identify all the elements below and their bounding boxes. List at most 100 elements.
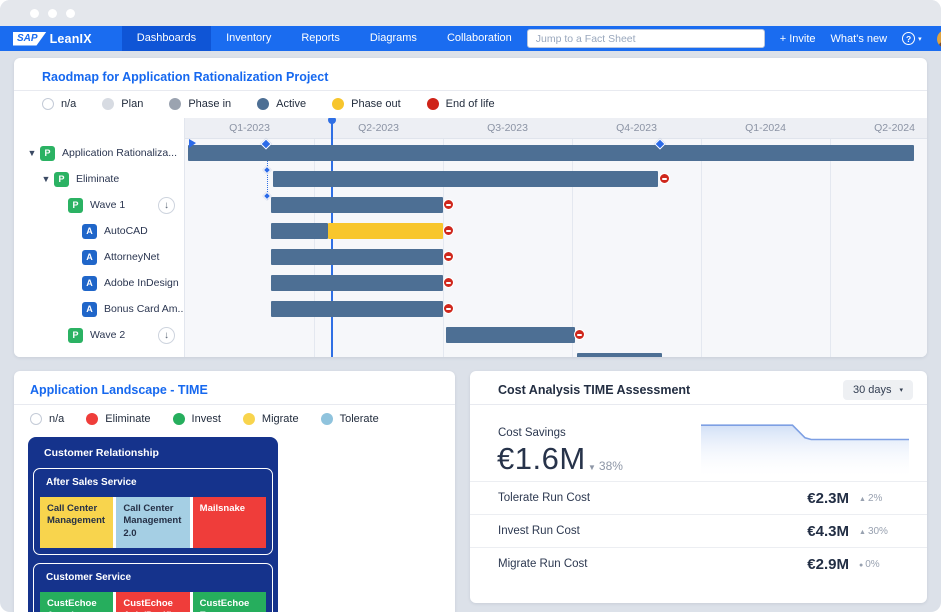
tree-row-adobe-indesign[interactable]: AAdobe InDesign <box>14 270 184 296</box>
cost-row-delta: ▲30% <box>859 526 911 537</box>
legend-label: Migrate <box>262 413 299 425</box>
legend-item-eliminate[interactable]: Eliminate <box>86 413 150 425</box>
gantt-bar-active[interactable] <box>271 275 443 291</box>
legend-item-migrate[interactable]: Migrate <box>243 413 299 425</box>
legend-item-n-a[interactable]: n/a <box>30 413 64 425</box>
tab-diagrams[interactable]: Diagrams <box>355 26 432 51</box>
legend-item-n-a[interactable]: n/a <box>42 98 76 110</box>
tiles-row: Call Center ManagementCall Center Manage… <box>40 497 266 548</box>
top-navigation: SAP LeanIX DashboardsInventoryReportsDia… <box>0 26 941 51</box>
application-tile-call-center-management-2-0[interactable]: Call Center Management 2.0 <box>116 497 189 548</box>
drill-down-icon[interactable]: ↓ <box>158 327 175 344</box>
legend-dot <box>169 98 181 110</box>
sap-logo-icon: SAP <box>13 32 47 46</box>
cost-row-delta: ●0% <box>859 559 911 570</box>
gantt-bar-active[interactable] <box>188 145 914 161</box>
legend-label: Plan <box>121 98 143 110</box>
triangle-down-icon: ▼ <box>588 463 596 472</box>
landscape-domain-customer-relationship[interactable]: Customer RelationshipAfter Sales Service… <box>28 437 278 612</box>
legend-label: n/a <box>61 98 76 110</box>
application-badge-icon: A <box>82 224 97 239</box>
cost-row-delta: ▲2% <box>859 493 911 504</box>
application-tile-custechoe-americas[interactable]: CustEchoe Americas <box>40 592 113 612</box>
cost-row-label: Tolerate Run Cost <box>498 492 590 504</box>
cost-panel: Cost Analysis TIME Assessment 30 days ▾ … <box>470 371 927 603</box>
tree-row-attorneynet[interactable]: AAttorneyNet <box>14 244 184 270</box>
tree-row-eliminate[interactable]: ▼PEliminate <box>14 166 184 192</box>
legend-item-tolerate[interactable]: Tolerate <box>321 413 379 425</box>
tree-row-label: Wave 1 <box>90 199 125 211</box>
legend-item-invest[interactable]: Invest <box>173 413 221 425</box>
tree-row-label: AutoCAD <box>104 225 148 237</box>
gantt-bar-active[interactable] <box>577 353 662 357</box>
tree-row-bonus-card-am[interactable]: ABonus Card Am... <box>14 296 184 322</box>
legend-dot <box>427 98 439 110</box>
group-label: After Sales Service <box>34 469 272 497</box>
gridline <box>701 139 702 357</box>
landscape-group-after-sales-service[interactable]: After Sales ServiceCall Center Managemen… <box>33 468 273 555</box>
gantt-bar-phase-out[interactable] <box>328 223 443 239</box>
tree-row-application-rationaliza[interactable]: ▼PApplication Rationaliza... <box>14 140 184 166</box>
window-dot[interactable] <box>66 9 75 18</box>
brand-logo[interactable]: SAP LeanIX <box>13 32 92 46</box>
tree-row-label: Adobe InDesign <box>104 277 179 289</box>
quarter-label: Q2-2023 <box>358 122 399 134</box>
period-value: 30 days <box>853 384 892 396</box>
help-menu[interactable]: ? ▾ <box>902 32 922 45</box>
nav-tabs: DashboardsInventoryReportsDiagramsCollab… <box>122 26 527 51</box>
divider <box>470 404 927 405</box>
legend-label: Phase in <box>188 98 231 110</box>
roadmap-legend: n/a Plan Phase in Active Phase out End of lif… <box>42 98 495 110</box>
tab-reports[interactable]: Reports <box>286 26 355 51</box>
chevron-down-icon[interactable]: ▼ <box>38 174 54 184</box>
gantt-bar-active[interactable] <box>271 301 443 317</box>
legend-item-phase-out[interactable]: Phase out <box>332 98 401 110</box>
application-tile-custechoe-asia-pacific[interactable]: CustEchoe Asia/Pacific <box>116 592 189 612</box>
legend-label: Active <box>276 98 306 110</box>
legend-item-end-of-life[interactable]: End of life <box>427 98 495 110</box>
legend-dot <box>321 413 333 425</box>
cost-row-invest-run-cost: Invest Run Cost€4.3M▲30% <box>470 514 927 547</box>
legend-item-phase-in[interactable]: Phase in <box>169 98 231 110</box>
landscape-group-customer-service[interactable]: Customer ServiceCustEchoe AmericasCustEc… <box>33 563 273 612</box>
project-badge-icon: P <box>54 172 69 187</box>
tab-inventory[interactable]: Inventory <box>211 26 286 51</box>
application-tile-mailsnake[interactable]: Mailsnake <box>193 497 266 548</box>
gantt-bar-active[interactable] <box>273 171 659 187</box>
tree-row-wave-2[interactable]: PWave 2↓ <box>14 322 184 348</box>
window-dot[interactable] <box>30 9 39 18</box>
gantt-bar-active[interactable] <box>271 197 443 213</box>
start-flag-icon <box>189 139 196 148</box>
triangle-up-icon: ▲ <box>859 529 866 536</box>
roadmap-title[interactable]: Raodmap for Application Rationalization … <box>42 70 328 84</box>
legend-dot <box>30 413 42 425</box>
drill-down-icon[interactable]: ↓ <box>158 197 175 214</box>
tree-row-autocad[interactable]: A AutoCAD <box>14 218 184 244</box>
tree-row-label: AttorneyNet <box>104 251 159 263</box>
tab-dashboards[interactable]: Dashboards <box>122 26 211 51</box>
legend-item-plan[interactable]: Plan <box>102 98 143 110</box>
tree-row-wave-1[interactable]: P Wave 1 ↓ <box>14 192 184 218</box>
window-dot[interactable] <box>48 9 57 18</box>
gantt-bar-active[interactable] <box>271 249 443 265</box>
whats-new-button[interactable]: What's new <box>831 33 888 45</box>
gantt-bar-active[interactable] <box>446 327 575 343</box>
timeline-header: Q1-2023Q2-2023Q3-2023Q4-2023Q1-2024Q2-20… <box>185 118 927 139</box>
landscape-panel: Application Landscape - TIME n/a Eliminat… <box>14 371 455 612</box>
gantt-bar-active[interactable] <box>271 223 328 239</box>
tab-collaboration[interactable]: Collaboration <box>432 26 527 51</box>
user-menu[interactable]: ▾ <box>937 30 941 48</box>
chevron-down-icon[interactable]: ▼ <box>24 148 40 158</box>
gridline <box>830 139 831 357</box>
invite-button[interactable]: + Invite <box>780 33 816 45</box>
legend-item-active[interactable]: Active <box>257 98 306 110</box>
landscape-title[interactable]: Application Landscape - TIME <box>30 383 208 397</box>
period-dropdown[interactable]: 30 days ▾ <box>843 380 913 400</box>
cost-sparkline-chart <box>700 417 910 479</box>
search-input[interactable] <box>527 29 765 48</box>
project-badge-icon: P <box>68 198 83 213</box>
application-tile-call-center-management[interactable]: Call Center Management <box>40 497 113 548</box>
group-label: Customer Service <box>34 564 272 592</box>
landscape-legend: n/a Eliminate Invest Migrate Tolerate <box>30 413 379 425</box>
application-tile-custechoe-europe[interactable]: CustEchoe Europe <box>193 592 266 612</box>
